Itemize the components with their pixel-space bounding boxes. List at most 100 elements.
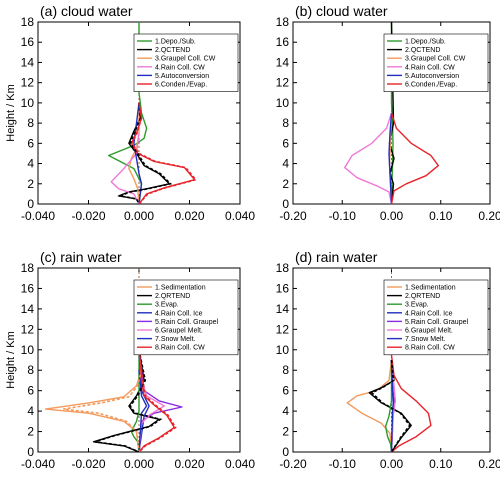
legend-entry: 4.Rain Coll. CW bbox=[155, 64, 205, 71]
x-tick-label: 0.040 bbox=[225, 457, 255, 471]
series-group bbox=[108, 22, 198, 204]
series-dashed-2 bbox=[94, 349, 163, 452]
y-tick-label: 2 bbox=[282, 425, 289, 439]
y-tick-label: 0 bbox=[27, 197, 34, 211]
y-tick-label: 14 bbox=[21, 55, 35, 69]
x-tick-label: -0.10 bbox=[329, 209, 357, 223]
legend-entry: 7.Snow Melt. bbox=[405, 336, 446, 343]
legend-entry: 2.QRTEND bbox=[405, 293, 440, 300]
y-tick-label: 16 bbox=[21, 35, 35, 49]
legend-entry: 3.Graupel Coll. CW bbox=[155, 56, 216, 63]
x-tick-label: 0.00 bbox=[380, 209, 404, 223]
panel-title: (d) rain water bbox=[295, 249, 378, 265]
series-line-8 bbox=[390, 354, 432, 452]
legend-entry: 6.Conden./Evap. bbox=[405, 82, 457, 89]
series-line-5 bbox=[133, 102, 143, 204]
legend-entry: 4.Rain Coll. Ice bbox=[155, 310, 203, 317]
y-tick-label: 4 bbox=[27, 404, 34, 418]
x-tick-label: 0.040 bbox=[225, 209, 255, 223]
legend-entry: 5.Rain Coll. Graupel bbox=[155, 319, 218, 326]
y-tick-label: 18 bbox=[21, 15, 35, 29]
legend-entry: 1.Depo./Sub. bbox=[405, 39, 446, 46]
x-tick-label: -0.040 bbox=[21, 457, 55, 471]
series-group bbox=[44, 349, 183, 452]
series-line-5 bbox=[388, 112, 393, 204]
panel-1: (a) cloud water 0 2 4 6 8 10 12 14 16 18 -0.040 -0.0… bbox=[5, 3, 255, 223]
y-tick-label: 8 bbox=[282, 363, 289, 377]
panel-3: (c) rain water 0 2 4 6 8 10 12 14 16 18 -0.040 -0.02… bbox=[5, 249, 255, 471]
series-group bbox=[346, 354, 432, 452]
series-line-7 bbox=[138, 370, 148, 452]
legend-entry: 3.Graupel Coll. CW bbox=[405, 56, 466, 63]
y-tick-label: 0 bbox=[27, 445, 34, 459]
y-tick-label: 14 bbox=[21, 302, 35, 316]
legend-entry: 3.Evap. bbox=[155, 302, 179, 309]
legend-entry: 4.Rain Coll. Ice bbox=[405, 310, 453, 317]
y-tick-label: 12 bbox=[276, 76, 290, 90]
legend-entry: 5.Autoconversion bbox=[155, 73, 209, 80]
y-tick-label: 6 bbox=[282, 136, 289, 150]
legend-box bbox=[383, 279, 489, 356]
legend-entry: 2.QCTEND bbox=[405, 47, 440, 54]
y-tick-label: 10 bbox=[21, 96, 35, 110]
x-tick-label: 0.000 bbox=[124, 209, 154, 223]
y-axis-label: Height / Km bbox=[5, 331, 17, 388]
x-tick-label: 0.00 bbox=[380, 457, 404, 471]
legend-entry: 6.Graupel Melt. bbox=[155, 328, 203, 335]
y-tick-label: 10 bbox=[21, 343, 35, 357]
legend-box bbox=[133, 279, 239, 356]
series-line-1 bbox=[44, 349, 143, 452]
y-tick-label: 16 bbox=[21, 281, 35, 295]
y-tick-label: 12 bbox=[276, 322, 290, 336]
legend: 1.Depo./Sub.2.QCTEND 3.Graupel Coll. CW4.… bbox=[133, 33, 239, 92]
y-tick-label: 10 bbox=[276, 343, 290, 357]
y-tick-label: 12 bbox=[21, 76, 35, 90]
legend-entry: 5.Rain Coll. Graupel bbox=[405, 319, 468, 326]
y-tick-label: 0 bbox=[282, 445, 289, 459]
series-dashed-3 bbox=[138, 349, 177, 452]
series-line-2 bbox=[388, 22, 395, 204]
y-tick-label: 16 bbox=[276, 35, 290, 49]
y-tick-label: 2 bbox=[282, 177, 289, 191]
legend-entry: 1.Depo./Sub. bbox=[155, 39, 196, 46]
y-tick-label: 6 bbox=[27, 136, 34, 150]
y-tick-label: 16 bbox=[276, 281, 290, 295]
x-tick-label: 0.10 bbox=[429, 457, 453, 471]
y-tick-label: 6 bbox=[27, 384, 34, 398]
y-axis-label: Height / Km bbox=[5, 84, 17, 141]
legend-box bbox=[133, 33, 239, 92]
y-tick-label: 8 bbox=[282, 116, 289, 130]
y-tick-label: 8 bbox=[27, 363, 34, 377]
y-tick-label: 4 bbox=[282, 157, 289, 171]
y-tick-label: 6 bbox=[282, 384, 289, 398]
x-tick-label: -0.020 bbox=[71, 209, 105, 223]
legend-entry: 5.Autoconversion bbox=[405, 73, 459, 80]
y-tick-label: 4 bbox=[282, 404, 289, 418]
series-dashed-2 bbox=[130, 102, 198, 204]
legend-box bbox=[383, 33, 489, 92]
x-tick-label: -0.10 bbox=[329, 457, 357, 471]
y-tick-label: 0 bbox=[282, 197, 289, 211]
series-dashed-1 bbox=[370, 359, 411, 452]
series-line-6 bbox=[390, 112, 439, 204]
panel-title: (a) cloud water bbox=[40, 3, 133, 19]
legend: 1.Depo./Sub.2.QCTEND 3.Graupel Coll. CW4.… bbox=[383, 33, 489, 92]
panel-2: (b) cloud water 0 2 4 6 8 10 12 14 16 18 -0.20 -0.10… bbox=[276, 3, 500, 223]
legend-entry: 1.Sedimentation bbox=[155, 285, 206, 292]
series-dashed-1 bbox=[117, 102, 173, 204]
legend-entry: 3.Evap. bbox=[405, 302, 429, 309]
legend-entry: 8.Rain Coll. CW bbox=[155, 345, 205, 352]
legend-entry: 2.QCTEND bbox=[155, 47, 190, 54]
legend-entry: 8.Rain Coll. CW bbox=[405, 345, 455, 352]
x-tick-label: 0.020 bbox=[174, 209, 204, 223]
y-tick-label: 14 bbox=[276, 302, 290, 316]
y-tick-label: 2 bbox=[27, 177, 34, 191]
y-tick-label: 4 bbox=[27, 157, 34, 171]
panel-4: (d) rain water 0 2 4 6 8 10 12 14 16 18 -0.20 -0.10 0… bbox=[276, 249, 500, 471]
series-line-4 bbox=[110, 133, 140, 204]
x-tick-label: -0.040 bbox=[21, 209, 55, 223]
x-tick-label: 0.10 bbox=[429, 209, 453, 223]
